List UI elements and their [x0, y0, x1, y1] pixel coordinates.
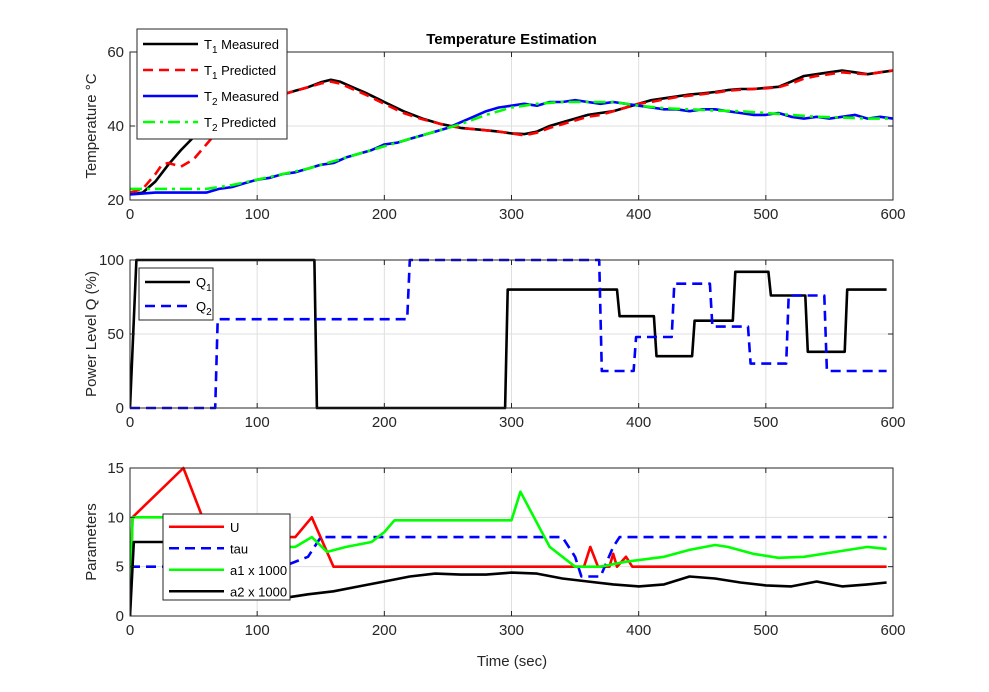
x-tick-label: 600 — [880, 414, 905, 431]
x-tick-label: 100 — [245, 622, 270, 639]
x-axis-label: Time (sec) — [477, 653, 547, 670]
legend-entry: Q2 — [196, 299, 212, 318]
chart-panel-temperature: 0 100 200 300 400 500 600 20 40 60 Temperature °C T… — [83, 28, 906, 223]
x-tick-label: 200 — [372, 206, 397, 223]
legend-box — [136, 28, 288, 140]
legend: T1 Measured T1 Predicted T2 Measured T2 Pre… — [136, 28, 288, 140]
x-tick-label: 600 — [880, 622, 905, 639]
legend-entry: a1 x 1000 — [230, 563, 287, 578]
chart-panel-power: 0 100 200 300 400 500 600 0 50 100 Power Level Q (… — [83, 252, 906, 431]
legend-entry: tau — [230, 541, 248, 556]
x-tick-label: 400 — [626, 622, 651, 639]
x-tick-label: 300 — [499, 622, 524, 639]
y-tick-label: 50 — [107, 326, 124, 343]
x-tick-label: 300 — [499, 414, 524, 431]
x-tick-label: 400 — [626, 414, 651, 431]
y-tick-label: 15 — [107, 460, 124, 477]
chart-title: Temperature Estimation — [426, 31, 597, 48]
x-tick-label: 0 — [126, 414, 134, 431]
series-line-q2 — [130, 258, 887, 410]
y-axis-label: Parameters — [83, 503, 100, 581]
y-tick-label: 60 — [107, 44, 124, 61]
x-tick-label: 200 — [372, 414, 397, 431]
x-tick-label: 300 — [499, 206, 524, 223]
legend-entry: T1 Measured — [204, 37, 279, 56]
y-axis-label: Power Level Q (%) — [83, 271, 100, 397]
legend-entry: a2 x 1000 — [230, 584, 287, 599]
x-tick-label: 0 — [126, 206, 134, 223]
legend-entry: T2 Measured — [204, 89, 279, 108]
y-tick-label: 100 — [99, 252, 124, 269]
x-tick-label: 0 — [126, 622, 134, 639]
y-tick-label: 0 — [116, 608, 124, 625]
x-tick-label: 500 — [753, 206, 778, 223]
x-tick-label: 500 — [753, 622, 778, 639]
series-line-tau — [130, 535, 887, 578]
y-tick-label: 40 — [107, 118, 124, 135]
y-tick-label: 20 — [107, 192, 124, 209]
y-tick-label: 10 — [107, 509, 124, 526]
legend-entry: Q1 — [196, 275, 212, 294]
legend-entry: U — [230, 520, 239, 535]
x-tick-label: 500 — [753, 414, 778, 431]
legend-entry: T2 Predicted — [204, 115, 276, 134]
series-line-t2-predicted — [130, 100, 893, 191]
legend-box — [138, 267, 214, 321]
x-tick-label: 400 — [626, 206, 651, 223]
x-tick-label: 100 — [245, 414, 270, 431]
x-tick-label: 200 — [372, 622, 397, 639]
x-tick-label: 600 — [880, 206, 905, 223]
legend-box — [162, 513, 291, 601]
y-axis-label: Temperature °C — [83, 73, 100, 178]
x-tick-label: 100 — [245, 206, 270, 223]
y-tick-label: 0 — [116, 400, 124, 417]
y-tick-label: 5 — [116, 559, 124, 576]
legend-entry: T1 Predicted — [204, 63, 276, 82]
